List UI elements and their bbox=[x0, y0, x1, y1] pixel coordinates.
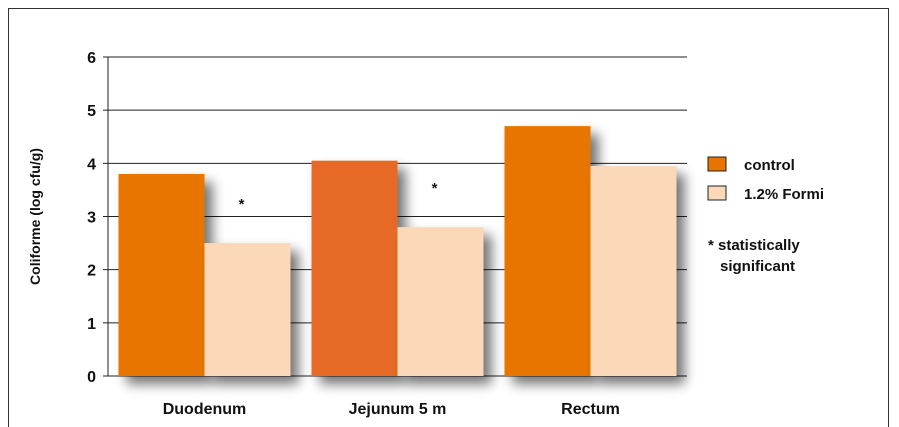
bars bbox=[118, 126, 677, 376]
significance-asterisk: * bbox=[432, 180, 438, 197]
legend: control 1.2% Formi * statistically signific… bbox=[707, 156, 824, 275]
chart-frame bbox=[8, 8, 889, 427]
x-category-label: Rectum bbox=[561, 401, 620, 418]
legend-swatch bbox=[707, 156, 727, 172]
bar-control-0 bbox=[118, 173, 205, 376]
legend-swatch bbox=[707, 185, 727, 201]
legend-label: control bbox=[744, 157, 795, 174]
x-category-label: Jejunum 5 m bbox=[349, 401, 447, 418]
x-category-label: Duodenum bbox=[163, 401, 247, 418]
significance-note: * statistically bbox=[708, 237, 800, 254]
bar-control-2 bbox=[504, 126, 591, 376]
bar-formi-0 bbox=[204, 243, 291, 376]
y-tick-label: 0 bbox=[87, 369, 96, 386]
y-tick-label: 1 bbox=[87, 316, 96, 333]
y-tick-label: 4 bbox=[87, 156, 96, 173]
bar-formi-1 bbox=[397, 227, 484, 376]
significance-note: significant bbox=[720, 258, 795, 275]
y-axis-title: Coliforme (log cfu/g) bbox=[27, 148, 43, 285]
bar-control-1 bbox=[311, 160, 398, 376]
labels: 0 1 2 3 4 5 6 Coliforme (log cfu/g) Duodenum Jeju… bbox=[27, 50, 620, 418]
y-tick-label: 6 bbox=[87, 50, 96, 67]
y-tick-label: 3 bbox=[87, 210, 96, 227]
bar-formi-2 bbox=[590, 165, 677, 376]
legend-label: 1.2% Formi bbox=[744, 186, 824, 203]
y-tick-label: 5 bbox=[87, 103, 96, 120]
significance-asterisk: * bbox=[239, 196, 245, 213]
y-tick-label: 2 bbox=[87, 263, 96, 280]
